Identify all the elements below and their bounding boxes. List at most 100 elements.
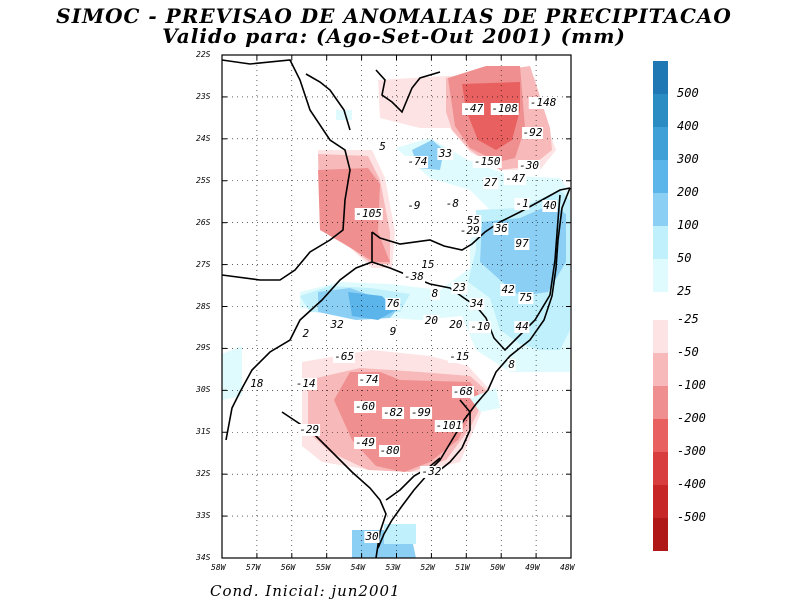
anomaly-value-label: -10 [469,320,492,334]
anomaly-value-label: 20 [423,314,440,328]
anomaly-value-label: -14 [294,377,317,391]
anomaly-value-label: 44 [514,320,530,334]
legend-label-positive: 500 [677,86,699,100]
lat-tick-label: 28S [196,301,211,311]
anomaly-value-label: -9 [406,198,422,212]
map-title: SIMOC - PREVISAO DE ANOMALIAS DE PRECIPI… [56,4,732,28]
lon-tick-label: 57W [245,563,261,572]
map-tickmarks [221,54,572,559]
anomaly-value-label: -105 [354,207,383,221]
border-uruguay-east [385,457,441,501]
lat-tick-label: 30S [196,385,211,395]
anomaly-value-label: 20 [448,318,464,332]
border-argentina-sc [225,232,373,441]
anomaly-value-label: -150 [472,154,502,168]
pos-region-west-200 [348,292,396,320]
legend-label-positive: 25 [677,284,692,298]
lon-tick-label: 55W [315,563,331,572]
anomaly-value-label: 40 [542,198,558,212]
anomaly-value-label: 76 [385,297,401,311]
anomaly-value-label: -108 [490,102,519,116]
lon-tick-label: 58W [211,563,226,572]
lon-tick-label: 53W [385,563,400,572]
pos-region-south-tip-light [384,524,416,544]
lat-tick-label: 32S [196,469,211,479]
anomaly-value-label: 5 [378,140,387,154]
legend-label-negative: -400 [677,477,706,491]
anomaly-value-label: -38 [403,270,425,284]
legend-label-negative: -25 [677,312,699,326]
legend-swatch-negative [653,419,668,452]
legend-label-positive: 400 [677,119,699,133]
anomaly-value-label: 36 [493,221,509,235]
legend-swatch-positive [653,259,668,292]
lon-tick-label: 52W [420,563,435,572]
anomaly-value-label: 23 [451,280,467,294]
anomaly-value-label: 8 [507,358,516,372]
legend-swatch-positive [653,160,668,193]
legend-swatch-negative [653,518,668,551]
anomaly-value-label: -47 [504,171,527,185]
legend-label-negative: -200 [677,411,706,425]
anomaly-value-label: -32 [420,465,443,479]
anomaly-value-label: 15 [420,257,436,271]
legend-label-negative: -100 [677,378,706,392]
legend-swatch-negative [653,452,668,485]
legend-label-positive: 100 [677,218,699,232]
anomaly-value-label: 30 [364,530,380,544]
lon-tick-label: 49W [525,563,540,572]
anomaly-value-label: 55 [465,213,481,227]
anomaly-value-label: 33 [437,146,453,160]
lat-tick-label: 29S [196,343,211,353]
anomaly-value-label: -8 [444,196,460,210]
legend-label-negative: -50 [677,345,699,359]
anomaly-value-label: -30 [518,159,541,173]
anomaly-value-label: 27 [483,175,499,189]
anomaly-value-label: 9 [388,324,398,338]
legend-label-positive: 200 [677,185,699,199]
lon-tick-label: 56W [280,563,296,572]
anomaly-value-label: 32 [329,318,345,332]
lat-tick-label: 26S [196,217,211,227]
anomaly-value-label: -49 [354,435,377,449]
anomaly-shading [222,66,570,558]
lat-tick-label: 31S [196,427,211,437]
legend-swatch-positive [653,226,668,259]
anomaly-value-label: -47 [462,102,485,116]
anomaly-value-label: 18 [249,377,265,391]
anomaly-value-label: -15 [448,349,471,363]
anomaly-value-label: -92 [521,125,544,139]
anomaly-value-label: -29 [298,423,321,437]
anomaly-value-label: -74 [406,154,429,168]
pos-region-ne-small [336,110,352,120]
coast-east [427,187,571,473]
anomaly-value-label: -29 [458,224,481,238]
legend-swatch-negative [653,320,668,353]
lat-tick-label: 34S [196,553,211,562]
neg-region-ne-core [462,82,520,150]
anomaly-value-label: -80 [378,444,401,458]
anomaly-value-label: 97 [514,236,530,250]
anomaly-value-label: -60 [354,400,377,414]
anomaly-value-label: 2 [301,326,311,340]
border-pr-sc [371,187,571,251]
legend-swatch-negative [653,485,668,518]
legend-label-negative: -300 [677,444,706,458]
legend-label-positive: 300 [677,152,699,166]
legend-label-positive: 50 [677,251,692,265]
anomaly-value-label: -99 [409,406,432,420]
legend-swatch-positive [653,61,668,94]
border-paraguay-brazil-north [222,59,351,281]
anomaly-value-label: -68 [451,385,474,399]
anomaly-value-label: 8 [430,286,440,300]
pos-region-se-small [470,388,500,412]
anomaly-value-label: -82 [382,406,404,420]
anomaly-value-label: 42 [500,282,516,296]
anomaly-value-label: -148 [528,96,558,110]
lon-tick-label: 50W [490,563,505,572]
lon-tick-label: 51W [455,563,470,572]
legend-swatch-negative [653,353,668,386]
anomaly-value-label: -101 [434,418,464,432]
legend-label-negative: -500 [677,510,706,524]
